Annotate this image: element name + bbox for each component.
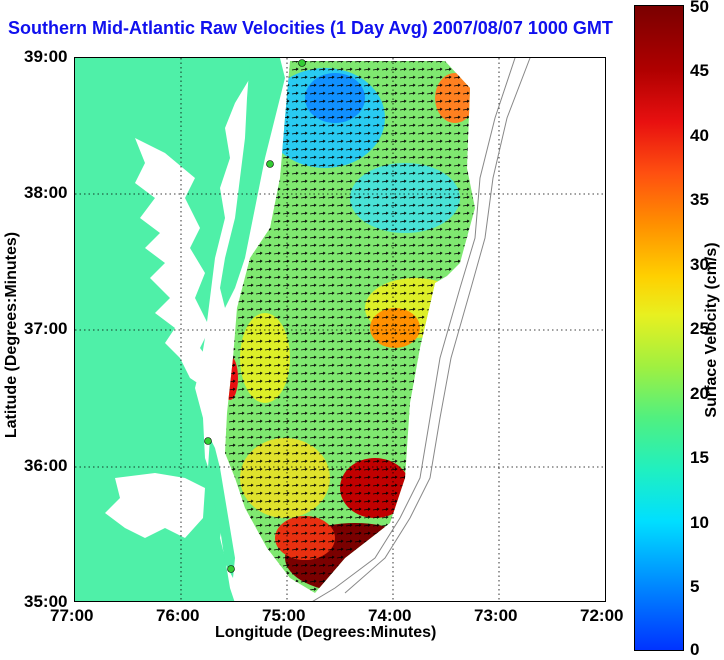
station-marker: [204, 437, 212, 445]
sound-water: [105, 473, 205, 538]
y-tick-label: 39:00: [24, 47, 68, 66]
x-axis-label: Longitude (Degrees:Minutes): [215, 624, 437, 641]
colorbar-tick: 25: [690, 319, 709, 338]
station-marker: [227, 565, 235, 573]
colorbar-tick: 15: [690, 448, 709, 467]
radar-stations: [204, 59, 306, 573]
colorbar-tick: 5: [690, 577, 700, 596]
y-axis-label: Latitude (Degrees:Minutes): [3, 231, 20, 439]
y-axis-label-container: Latitude (Degrees:Minutes): [0, 200, 24, 470]
x-tick-label: 74:00: [368, 606, 412, 625]
colorbar-label: Surface Velocity (cm/s): [703, 242, 720, 418]
colorbar-tick: 30: [690, 255, 709, 274]
map-plot-area: [74, 57, 606, 602]
bay-water: [135, 138, 215, 388]
x-tick-label: 73:00: [474, 606, 518, 625]
y-tick-label: 37:00: [24, 319, 68, 338]
colorbar-tick: 0: [690, 640, 700, 659]
colorbar-tick: 35: [690, 190, 709, 209]
colorbar-tick: 50: [690, 0, 709, 16]
station-marker: [266, 160, 274, 168]
station-marker: [298, 59, 306, 67]
y-tick-label: 35:00: [24, 592, 68, 611]
grid-lines: [75, 58, 605, 601]
colorbar: [634, 5, 684, 651]
colorbar-tick: 20: [690, 384, 709, 403]
map-title: Southern Mid-Atlantic Raw Velocities (1 …: [8, 18, 613, 38]
x-tick-label: 72:00: [580, 606, 624, 625]
x-tick-label: 75:00: [262, 606, 306, 625]
colorbar-tick: 40: [690, 126, 709, 145]
colorbar-tick: 45: [690, 61, 709, 80]
delmarva-land: [220, 58, 285, 308]
map-canvas: [75, 58, 605, 601]
colorbar-label-container: Surface Velocity (cm/s): [700, 200, 724, 460]
x-tick-label: 77:00: [50, 606, 94, 625]
outer-banks-land: [208, 438, 235, 578]
colorbar-tick: 10: [690, 513, 709, 532]
y-tick-label: 36:00: [24, 456, 68, 475]
x-tick-label: 76:00: [156, 606, 200, 625]
y-tick-label: 38:00: [24, 183, 68, 202]
bathymetry-contours: [312, 58, 531, 601]
